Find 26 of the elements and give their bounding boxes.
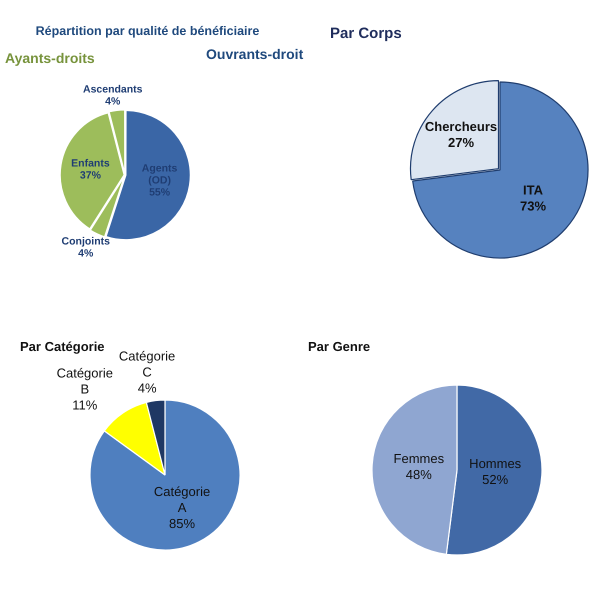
slice-label: Catégorie A <box>154 484 210 515</box>
data-label: 27% <box>448 135 474 150</box>
slice-label: Conjoints <box>62 235 110 248</box>
slice-label: Catégorie C <box>118 348 176 380</box>
slice-label: Catégorie B <box>56 365 113 396</box>
chart-title: Par Corps <box>330 25 402 43</box>
text: Ayants-droits <box>5 50 95 67</box>
chart-title: Par Genre <box>308 339 370 355</box>
data-label: 48% <box>406 467 432 482</box>
slice-label: Chercheurs <box>424 119 498 134</box>
data-label: 52% <box>482 472 509 487</box>
slice-label: ITA <box>523 182 544 198</box>
chart-title: Répartition par qualité de bénéficiaire <box>34 24 260 39</box>
chart-title: Par Catégorie <box>20 339 105 355</box>
slice-label: Hommes <box>469 456 522 471</box>
data-label: 37% <box>80 169 102 182</box>
data-label: 85% <box>169 516 196 531</box>
text: Ouvrants-droit <box>206 46 304 63</box>
data-label: 4% <box>105 96 121 108</box>
data-label: 4% <box>138 380 157 396</box>
data-label: 73% <box>520 198 546 214</box>
slice-label: Ascendants <box>82 84 143 96</box>
data-label: 11% <box>72 397 98 412</box>
slice-label: Enfants <box>71 157 110 170</box>
slice-label: Femmes <box>394 451 445 466</box>
data-label: 4% <box>78 247 94 260</box>
